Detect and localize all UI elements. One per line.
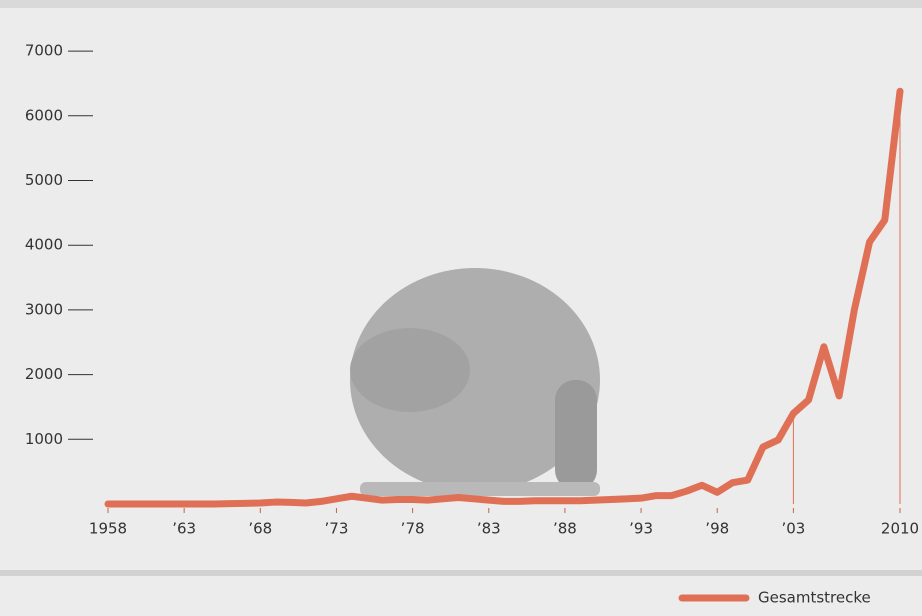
x-tick-label: 2010 bbox=[881, 520, 919, 538]
x-tick-label: ’83 bbox=[477, 520, 501, 538]
raccoon-tail bbox=[555, 380, 597, 490]
x-tick-label: ’63 bbox=[172, 520, 196, 538]
top-bar bbox=[0, 0, 922, 8]
x-tick-label: ’68 bbox=[248, 520, 272, 538]
y-tick-label: 7000 bbox=[25, 42, 63, 60]
raccoon-body bbox=[350, 268, 600, 492]
x-tick-label: ’98 bbox=[705, 520, 729, 538]
y-tick-label: 3000 bbox=[25, 300, 63, 318]
x-tick-label: ’78 bbox=[401, 520, 425, 538]
y-tick-label: 2000 bbox=[25, 365, 63, 383]
y-tick-label: 1000 bbox=[25, 430, 63, 448]
x-tick-label: ’88 bbox=[553, 520, 577, 538]
data-line bbox=[104, 87, 904, 508]
y-tick-label: 5000 bbox=[25, 171, 63, 189]
x-tick-label: ’03 bbox=[781, 520, 805, 538]
legend-label: Gesamtstrecke bbox=[758, 589, 871, 607]
raccoon-ground bbox=[360, 482, 600, 496]
y-tick-label: 4000 bbox=[25, 236, 63, 254]
raccoon-illustration bbox=[350, 268, 600, 496]
x-tick-label: ’73 bbox=[325, 520, 349, 538]
x-tick-label: ’93 bbox=[629, 520, 653, 538]
separator bbox=[0, 570, 922, 576]
y-tick-label: 6000 bbox=[25, 106, 63, 124]
raccoon-head bbox=[350, 328, 470, 412]
x-tick-label: 1958 bbox=[89, 520, 127, 538]
